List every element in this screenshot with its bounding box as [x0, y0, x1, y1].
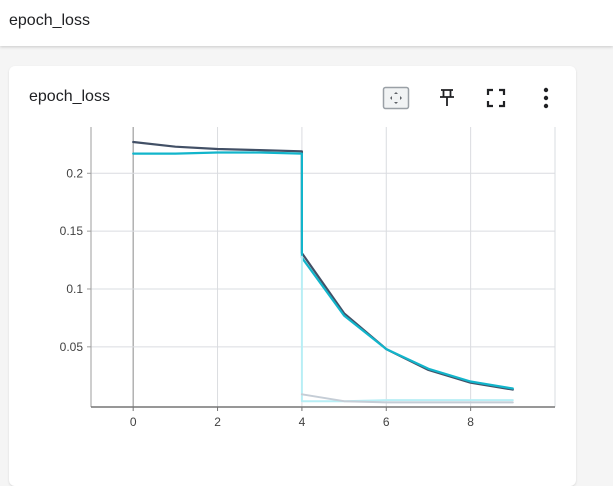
series-line-1 [132, 140, 514, 391]
series-line-2 [132, 151, 514, 390]
x-tick-label: 4 [299, 415, 306, 429]
x-tick-label: 8 [467, 415, 474, 429]
scalar-card: epoch_loss [9, 66, 576, 486]
top-bar: epoch_loss [0, 0, 613, 46]
series-line-4 [300, 393, 514, 404]
loss-chart[interactable]: 0 2 4 6 8 0.05 0.1 0.15 0.2 [0, 0, 613, 461]
chart-series [132, 140, 514, 404]
x-tick-label: 0 [130, 415, 137, 429]
series-line-3 [300, 255, 514, 403]
chart-grid [91, 127, 556, 407]
chart-axes [87, 127, 555, 411]
chart-tick-labels: 0 2 4 6 8 0.05 0.1 0.15 0.2 [60, 166, 475, 429]
y-tick-label: 0.1 [66, 282, 83, 296]
page-title: epoch_loss [9, 12, 90, 29]
card-title: epoch_loss [29, 88, 110, 105]
y-tick-label: 0.05 [60, 340, 84, 354]
fullscreen-icon[interactable] [482, 84, 510, 112]
fit-domain-icon[interactable] [382, 84, 410, 112]
pin-icon[interactable] [433, 84, 461, 112]
card-toolbar [379, 84, 559, 112]
x-tick-label: 6 [383, 415, 390, 429]
y-tick-label: 0.2 [66, 166, 83, 180]
more-vert-icon[interactable] [532, 84, 560, 112]
x-tick-label: 2 [214, 415, 221, 429]
y-tick-label: 0.15 [60, 224, 84, 238]
